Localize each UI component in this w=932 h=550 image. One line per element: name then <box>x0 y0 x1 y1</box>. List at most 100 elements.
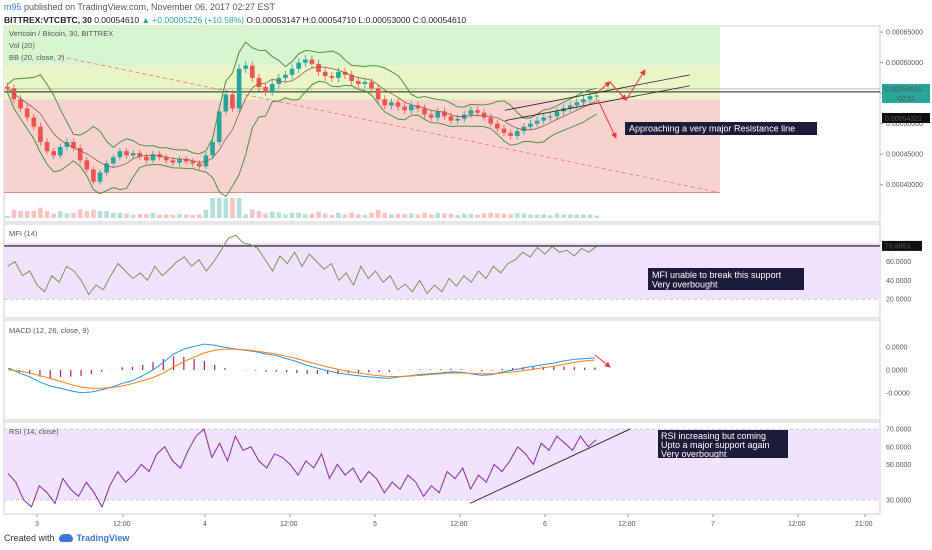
candle-body <box>548 116 553 118</box>
candle-body <box>508 132 513 136</box>
candle-body <box>269 84 275 92</box>
bb-basis <box>7 66 597 168</box>
symbol-line: BITTREX:VTCBTC, 30 0.00054610 ▲ +0.00005… <box>4 15 466 25</box>
y-tick-label-rsi: 60.0000 <box>886 444 911 451</box>
bb-label: BB (20, close, 2) <box>9 53 65 62</box>
candle-body <box>230 94 235 109</box>
candle-body <box>289 68 295 75</box>
volume-bar <box>157 214 162 218</box>
tradingview-logo-icon <box>58 534 73 542</box>
author-name[interactable]: m95 <box>4 2 22 12</box>
candle-body <box>31 117 37 127</box>
candles <box>4 55 600 185</box>
candle-body <box>316 63 321 72</box>
candle-body <box>428 114 434 118</box>
dashed-downtrend <box>59 56 721 194</box>
candle-body <box>137 152 143 157</box>
volume-bar <box>587 214 593 218</box>
signal-line <box>9 348 595 389</box>
volume-bar <box>64 213 70 218</box>
candle-body <box>223 94 229 112</box>
volume-bar <box>481 213 487 218</box>
volume-bar <box>230 198 235 218</box>
candle-body <box>302 59 308 63</box>
macd-line <box>8 343 595 394</box>
candle-body <box>521 126 527 132</box>
candle-body <box>177 159 182 163</box>
x-tick-label: 12:00 <box>450 521 468 528</box>
y-tick-label-mfi: 60.0000 <box>886 259 911 266</box>
y-tick-label-main: 0.00045000 <box>886 152 923 159</box>
candle-body <box>594 95 600 97</box>
annotation-resistance: Approaching a very major Resistance line <box>629 124 795 134</box>
candle-body <box>216 111 222 142</box>
candle-body <box>44 142 50 152</box>
candle-body <box>468 110 474 115</box>
candle-body <box>183 159 189 162</box>
candle-body <box>534 120 540 124</box>
y-tick-label-macd: 0.0000 <box>886 368 908 375</box>
volume-bar <box>11 210 17 218</box>
volume-bar <box>289 212 295 218</box>
annotation-mfi-line: MFI unable to break this support <box>652 270 782 280</box>
volume-bar <box>44 211 50 218</box>
candle-body <box>210 142 215 156</box>
candle-body <box>415 105 421 109</box>
volume-bar <box>528 214 533 218</box>
volume-bar <box>97 211 103 218</box>
vol-label: Vol (20) <box>9 41 35 50</box>
candle-body <box>369 82 374 89</box>
y-tick-label-macd: 0.0000 <box>886 345 908 352</box>
y-tick-label-rsi: 30.0000 <box>886 497 911 504</box>
volume-bar <box>316 211 321 218</box>
chart-area[interactable]: Approaching a very major Resistance line… <box>0 0 932 530</box>
candle-body <box>57 146 63 156</box>
y-tick-label-main: 0.00040000 <box>886 182 923 189</box>
candle-body <box>362 82 368 84</box>
x-tick-label: 4 <box>203 521 207 528</box>
mfi-badge-bg <box>882 240 922 251</box>
projection-arrow <box>625 69 646 101</box>
volume-bar <box>51 213 56 218</box>
candle-body <box>150 154 156 161</box>
price-badge-bg <box>882 83 930 94</box>
candle-body <box>190 161 196 164</box>
volume-bar <box>203 210 209 218</box>
volume-bar <box>395 213 401 218</box>
candle-body <box>587 96 593 100</box>
candle-body <box>389 102 394 106</box>
candle-body <box>77 148 83 161</box>
candle-body <box>24 108 30 118</box>
candle-body <box>448 116 454 121</box>
created-with: Created with <box>4 533 55 543</box>
volume-bar <box>236 198 242 218</box>
volume-bar <box>508 214 513 218</box>
x-tick-label: 12:00 <box>113 521 131 528</box>
candle-body <box>528 123 533 127</box>
volume-bar <box>117 212 123 218</box>
candle-body <box>422 108 427 115</box>
volume-bar <box>137 214 143 218</box>
projection-arrow <box>597 99 617 139</box>
volume-bar <box>216 198 222 218</box>
volume-bar <box>38 207 43 218</box>
candle-body <box>395 102 401 107</box>
mfi-line <box>7 234 597 296</box>
volume-bar <box>84 211 90 218</box>
volume-bar <box>534 214 540 218</box>
candle-body <box>375 88 381 100</box>
candle-body <box>554 111 560 117</box>
x-tick-label: 12:00 <box>618 521 636 528</box>
volume-bar <box>210 198 215 218</box>
projection-arrow <box>597 81 611 93</box>
candle-body <box>481 112 487 118</box>
candle-body <box>163 157 169 161</box>
bb-lower <box>6 80 597 198</box>
tradingview-brand[interactable]: TradingView <box>76 533 130 543</box>
volume-bar <box>223 198 229 218</box>
y-tick-label-mfi: 40.0000 <box>886 278 911 285</box>
annotation-mfi-line: Very overbought <box>652 280 718 290</box>
volume-bar <box>144 214 149 218</box>
candle-body <box>51 151 56 156</box>
volume-bar <box>302 214 308 218</box>
